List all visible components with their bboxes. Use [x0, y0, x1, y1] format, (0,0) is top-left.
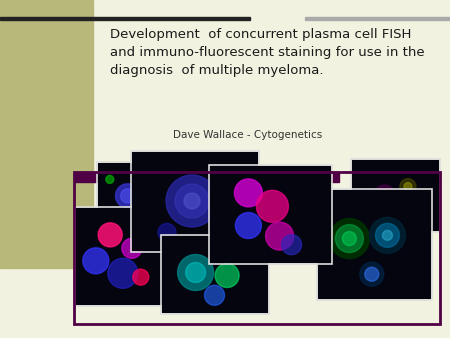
- Circle shape: [106, 175, 114, 184]
- Bar: [351, 159, 440, 232]
- Bar: [355, 172, 440, 182]
- Circle shape: [392, 203, 406, 217]
- Bar: [161, 235, 269, 314]
- Circle shape: [235, 213, 261, 239]
- Bar: [162, 236, 267, 312]
- Circle shape: [266, 222, 293, 250]
- Circle shape: [161, 200, 177, 216]
- Circle shape: [98, 223, 122, 247]
- Text: Dave Wallace - Cytogenetics: Dave Wallace - Cytogenetics: [173, 130, 323, 140]
- Bar: [130, 150, 258, 251]
- Bar: [305, 17, 450, 20]
- Text: Development  of concurrent plasma cell FISH
and immuno-fluorescent staining for : Development of concurrent plasma cell FI…: [110, 28, 425, 77]
- Circle shape: [335, 224, 363, 252]
- Circle shape: [175, 184, 209, 218]
- Circle shape: [329, 219, 369, 259]
- Bar: [0, 17, 250, 20]
- Circle shape: [342, 232, 356, 246]
- Circle shape: [375, 223, 400, 247]
- Circle shape: [365, 267, 379, 281]
- Circle shape: [204, 285, 225, 305]
- Circle shape: [382, 231, 392, 240]
- Circle shape: [215, 264, 239, 288]
- Bar: [98, 163, 216, 245]
- Circle shape: [380, 190, 390, 200]
- Bar: [352, 160, 438, 230]
- Circle shape: [166, 175, 218, 227]
- Circle shape: [158, 223, 176, 241]
- Circle shape: [185, 263, 206, 283]
- Bar: [96, 162, 217, 246]
- Bar: [316, 189, 432, 299]
- Bar: [75, 207, 167, 306]
- Bar: [132, 152, 257, 250]
- Circle shape: [116, 184, 140, 208]
- Circle shape: [122, 238, 142, 258]
- Circle shape: [121, 189, 135, 203]
- Circle shape: [400, 178, 416, 195]
- Bar: [208, 165, 332, 264]
- Circle shape: [375, 185, 395, 205]
- Bar: [76, 208, 166, 304]
- Bar: [318, 190, 430, 298]
- Bar: [74, 172, 339, 182]
- Circle shape: [404, 183, 412, 191]
- Circle shape: [133, 269, 149, 285]
- Circle shape: [178, 255, 214, 290]
- Bar: [74, 172, 440, 324]
- Bar: [0, 0, 93, 268]
- Circle shape: [256, 190, 288, 222]
- Circle shape: [369, 217, 405, 254]
- Circle shape: [396, 208, 402, 213]
- Bar: [210, 166, 330, 262]
- Circle shape: [282, 235, 302, 255]
- Circle shape: [184, 193, 200, 209]
- Circle shape: [360, 262, 384, 286]
- Circle shape: [234, 179, 262, 207]
- Circle shape: [83, 248, 109, 274]
- Circle shape: [108, 258, 138, 288]
- Circle shape: [155, 194, 183, 222]
